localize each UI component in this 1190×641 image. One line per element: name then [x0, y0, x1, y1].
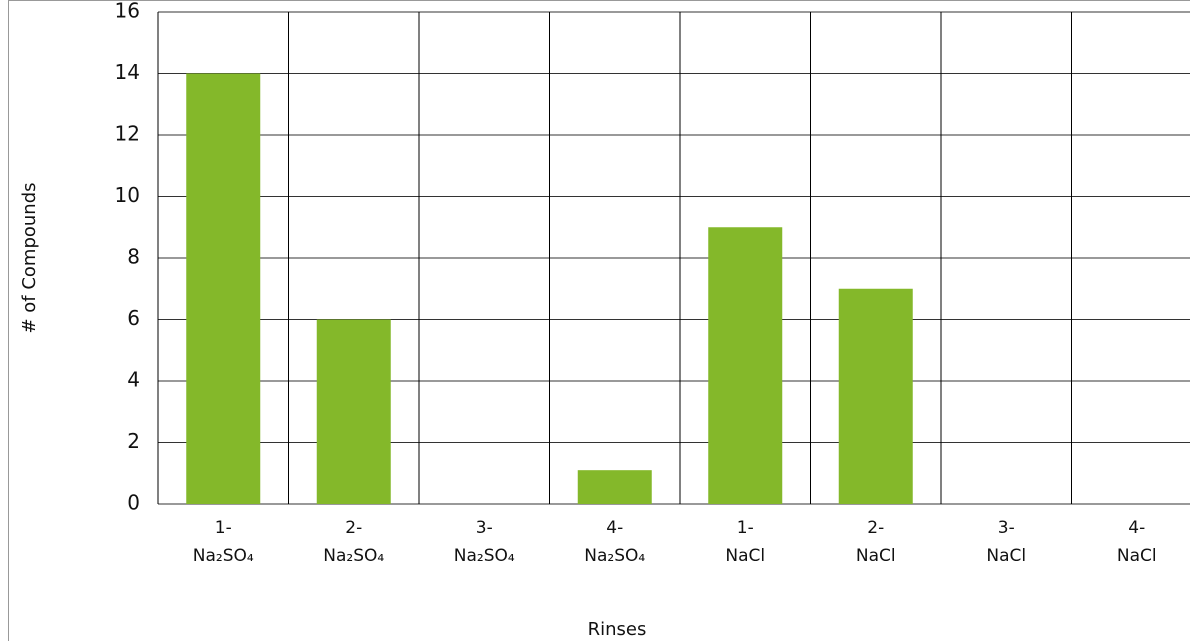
bar — [316, 319, 391, 504]
x-tick-label: 4- Na₂SO₄ — [584, 518, 646, 566]
bar — [577, 470, 652, 504]
x-tick-label: 1- NaCl — [725, 518, 766, 566]
x-tick-label: 4- NaCl — [1116, 518, 1157, 566]
x-tick-label: 1- Na₂SO₄ — [192, 518, 254, 566]
y-tick-label: 6 — [127, 306, 140, 330]
bar — [838, 288, 913, 504]
frame — [8, 0, 1190, 641]
x-axis-title: Rinses — [588, 619, 647, 640]
y-tick-label: 8 — [127, 245, 140, 269]
x-tick-label: 2- NaCl — [855, 518, 896, 566]
y-tick-label: 2 — [127, 429, 140, 453]
x-tick-label: 2- Na₂SO₄ — [323, 518, 385, 566]
y-tick-label: 14 — [115, 60, 140, 84]
y-tick-label: 10 — [115, 183, 140, 207]
x-tick-label: 3- Na₂SO₄ — [453, 518, 515, 566]
y-tick-label: 0 — [127, 491, 140, 515]
x-tick-label: 3- NaCl — [986, 518, 1027, 566]
y-axis-title: # of Compounds — [19, 182, 40, 333]
y-tick-label: 16 — [115, 0, 140, 23]
y-tick-label: 12 — [115, 122, 140, 146]
y-tick-label: 4 — [127, 368, 140, 392]
bar — [186, 73, 261, 504]
bar — [708, 227, 783, 504]
